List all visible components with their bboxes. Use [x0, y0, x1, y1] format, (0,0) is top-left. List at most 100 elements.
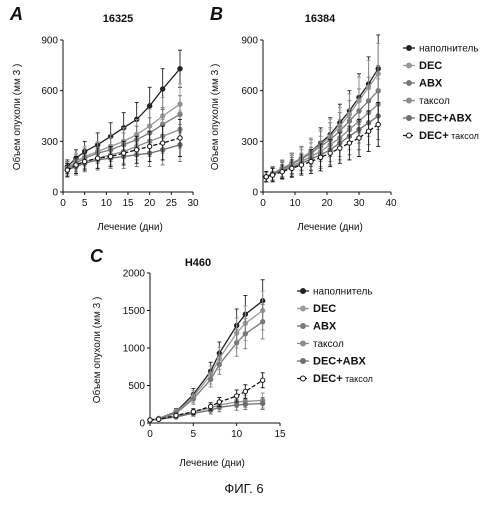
panel-b-ylabel: Объем опухоли (мм 3 )	[209, 64, 221, 171]
legend-top: наполнитель DEC ABX таксол DEC+ABX DEC+ таксо…	[403, 44, 479, 142]
data-point	[73, 162, 79, 168]
data-point	[263, 174, 269, 180]
x-tick-label: 20	[321, 198, 333, 209]
y-tick-label: 900	[41, 36, 58, 47]
data-point	[120, 150, 127, 156]
series-line-dectaxol	[66, 137, 181, 171]
x-tick-label: 20	[144, 198, 156, 209]
x-tick-label: 10	[289, 198, 301, 209]
data-point	[207, 403, 214, 410]
panel-c-label: C	[90, 246, 104, 266]
data-point	[242, 401, 249, 407]
legend-marker	[300, 305, 306, 312]
data-point	[190, 396, 197, 402]
legend-label: таксол	[313, 339, 344, 350]
data-point	[107, 153, 114, 160]
y-tick-label: 1000	[123, 344, 146, 355]
data-point	[133, 147, 140, 153]
data-point	[190, 409, 197, 415]
data-point	[147, 417, 153, 423]
figure-caption: ФИГ. 6	[224, 481, 263, 496]
legend-marker	[406, 62, 412, 69]
data-point	[216, 399, 223, 405]
y-tick-label: 0	[139, 419, 145, 430]
data-point	[94, 155, 101, 161]
x-tick-label: 25	[166, 198, 178, 209]
data-point	[159, 86, 166, 92]
data-point	[146, 103, 153, 109]
data-point	[242, 388, 249, 395]
data-point	[269, 172, 276, 178]
data-point	[177, 66, 183, 72]
legend-label: DEC+ таксол	[313, 373, 373, 385]
data-point	[308, 158, 314, 165]
series-line-vehicle	[66, 68, 181, 168]
x-tick-label: 0	[60, 198, 66, 209]
y-tick-label: 1500	[123, 306, 146, 317]
legend-label: наполнитель	[419, 44, 479, 55]
x-tick-label: 40	[385, 198, 397, 209]
data-point	[298, 162, 305, 168]
data-point	[233, 340, 240, 346]
series-line-abx	[265, 90, 379, 178]
panel-c-ylabel: Объем опухоли (мм 3 )	[91, 297, 103, 404]
legend-label: DEC+ABX	[313, 356, 367, 368]
panel-c: C H460 Объем опухоли (мм 3 ) Лечение (дн…	[90, 246, 286, 469]
legend-marker	[406, 45, 412, 51]
legend-label: ABX	[419, 78, 443, 90]
legend-marker	[300, 340, 306, 347]
data-point	[327, 150, 333, 156]
legend-label: DEC+ таксол	[419, 130, 479, 142]
data-point	[259, 377, 266, 383]
series-line-dec	[66, 103, 181, 169]
data-point	[259, 319, 266, 325]
y-tick-label: 900	[241, 36, 258, 47]
y-tick-label: 600	[241, 86, 258, 97]
x-tick-label: 0	[260, 198, 266, 209]
legend-marker	[300, 288, 306, 294]
legend-marker	[300, 375, 306, 382]
data-point	[177, 135, 183, 141]
panel-b-xlabel: Лечение (дни)	[297, 222, 363, 233]
y-tick-label: 300	[241, 137, 258, 148]
panel-a-title: 16325	[103, 13, 134, 25]
x-tick-label: 5	[191, 429, 197, 440]
x-tick-label: 30	[187, 198, 199, 209]
panel-a-xlabel: Лечение (дни)	[97, 222, 163, 233]
panel-b-title: 16384	[305, 13, 336, 25]
panel-b: B 16384 Объем опухоли (мм 3 ) Лечение (д…	[209, 4, 397, 233]
legend-label: наполнитель	[313, 287, 373, 298]
data-point	[81, 158, 88, 165]
x-tick-label: 0	[147, 429, 153, 440]
x-tick-label: 10	[101, 198, 113, 209]
data-point	[233, 393, 240, 399]
panel-a-label: A	[9, 4, 23, 24]
panel-c-xlabel: Лечение (дни)	[179, 458, 245, 469]
y-tick-label: 500	[128, 381, 145, 392]
legend-marker	[406, 80, 412, 86]
data-point	[259, 400, 266, 407]
data-point	[155, 416, 162, 422]
data-point	[216, 361, 223, 368]
data-point	[337, 145, 343, 151]
data-point	[375, 121, 381, 128]
legend-marker	[406, 115, 412, 121]
y-tick-label: 600	[41, 86, 58, 97]
data-point	[64, 167, 71, 173]
panel-a-ylabel: Объем опухоли (мм 3 )	[11, 64, 23, 171]
data-point	[173, 412, 179, 419]
data-point	[233, 402, 240, 408]
series-line-decabx	[67, 144, 181, 171]
data-point	[159, 140, 166, 146]
panel-c-title: H460	[185, 257, 211, 269]
data-point	[289, 165, 295, 172]
y-tick-label: 0	[252, 188, 258, 199]
data-point	[346, 140, 353, 146]
x-tick-label: 30	[353, 198, 365, 209]
legend-marker	[300, 358, 306, 364]
legend-label: таксол	[419, 96, 450, 107]
x-tick-label: 15	[274, 429, 286, 440]
y-tick-label: 2000	[123, 269, 146, 280]
